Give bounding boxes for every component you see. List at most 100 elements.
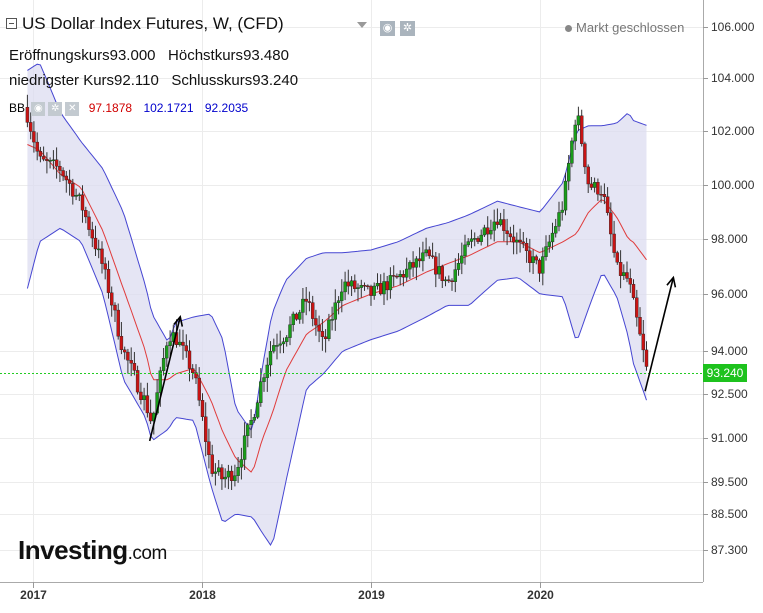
market-status: Markt geschlossen: [565, 20, 684, 35]
candle-body: [314, 318, 318, 326]
visibility-icon[interactable]: ◉: [380, 21, 395, 36]
candle-body: [223, 476, 227, 480]
chevron-down-icon[interactable]: [357, 22, 367, 28]
candle-body: [421, 252, 425, 262]
candle-body: [592, 182, 597, 188]
candle-body: [203, 416, 208, 442]
candle-body: [385, 281, 389, 291]
close-icon[interactable]: ✕: [65, 101, 80, 116]
collapse-panel-button[interactable]: [6, 18, 17, 29]
y-tick-label: 94.000: [711, 344, 748, 358]
status-dot-icon: [565, 25, 572, 33]
candle-body: [45, 158, 49, 161]
candle-body: [116, 309, 120, 337]
candle-body: [84, 209, 88, 218]
candle-body: [622, 272, 626, 276]
candle-body: [554, 226, 558, 234]
candle-body: [586, 166, 590, 185]
gear-icon[interactable]: ✲: [400, 21, 415, 36]
candle-body: [411, 262, 415, 268]
candle-body: [349, 280, 354, 287]
candle-body: [233, 475, 237, 482]
candle-body: [486, 227, 490, 235]
candle-body: [25, 106, 30, 123]
trend-arrow-head: [666, 275, 677, 288]
gear-icon[interactable]: ✲: [48, 101, 63, 116]
candle-body: [534, 256, 538, 261]
candle-body: [307, 301, 312, 303]
candle-body: [515, 239, 519, 243]
candle-body: [469, 238, 474, 242]
candle-body: [495, 221, 500, 225]
horizontal-gridlines: [0, 27, 703, 551]
bollinger-lower-line: [26, 227, 647, 546]
candle-body: [544, 246, 548, 257]
chart-title: US Dollar Index Futures, W, (CFD): [22, 14, 284, 33]
candle-body: [346, 281, 350, 287]
candle-body: [476, 238, 480, 242]
candle-body: [405, 268, 409, 278]
candle-body: [210, 454, 214, 474]
candle-body: [638, 317, 642, 335]
logo-main: Investing: [18, 535, 128, 565]
candle-body: [576, 115, 581, 126]
candle-body: [450, 280, 454, 282]
current-price-tag: 93.240: [703, 364, 747, 382]
candle-body: [113, 304, 117, 311]
candle-body: [252, 417, 257, 421]
candle-body: [48, 160, 52, 162]
candle-body: [589, 183, 594, 188]
candle-body: [631, 284, 636, 298]
investing-logo: Investing.com: [18, 535, 167, 566]
high-value: 93.480: [243, 47, 289, 64]
candle-body: [615, 252, 619, 263]
candle-body: [71, 183, 75, 197]
candle-body: [492, 221, 496, 231]
candle-body: [612, 233, 616, 253]
ohlc-row-2: niedrigster Kurs92.110 Schlusskurs93.240: [9, 72, 298, 89]
candle-body: [528, 250, 532, 264]
candle-body: [369, 286, 373, 296]
candle-body: [327, 319, 331, 339]
candle-body: [336, 300, 341, 303]
candle-body: [96, 248, 101, 251]
candle-body: [178, 341, 182, 345]
candle-body: [388, 275, 393, 291]
candle-body: [298, 312, 302, 320]
candle-body: [408, 262, 412, 270]
candle-body: [460, 255, 464, 264]
candle-body: [268, 351, 273, 366]
candle-body: [557, 212, 561, 227]
candle-body: [343, 281, 347, 293]
candle-body: [541, 256, 545, 274]
candle-body: [609, 212, 613, 235]
candle-body: [320, 331, 325, 337]
y-tick-label: 91.000: [711, 431, 748, 445]
candle-body: [427, 249, 431, 257]
candle-body: [181, 341, 185, 346]
candle-body: [197, 377, 201, 401]
candle-body: [489, 230, 493, 235]
candle-body: [375, 283, 380, 287]
candle-body: [463, 244, 467, 257]
candle-body: [473, 238, 477, 240]
candle-body: [353, 280, 357, 289]
candle-body: [38, 150, 43, 157]
candle-body: [563, 180, 568, 211]
candle-body: [434, 256, 438, 275]
candle-body: [262, 377, 266, 382]
candle-body: [200, 400, 205, 418]
candle-body: [437, 266, 441, 275]
candle-body: [278, 343, 282, 346]
candle-body: [148, 412, 153, 422]
market-status-text: Markt geschlossen: [576, 20, 685, 35]
bollinger-legend: BB ◉ ✲ ✕ 97.1878 102.1721 92.2035: [9, 101, 248, 116]
candle-body: [567, 163, 571, 182]
visibility-icon[interactable]: ◉: [31, 101, 46, 116]
y-tick-label: 96.000: [711, 287, 748, 301]
candle-body: [618, 262, 623, 276]
candle-body: [417, 258, 422, 262]
candle-body: [628, 278, 632, 285]
indicator-name: BB: [9, 101, 26, 115]
